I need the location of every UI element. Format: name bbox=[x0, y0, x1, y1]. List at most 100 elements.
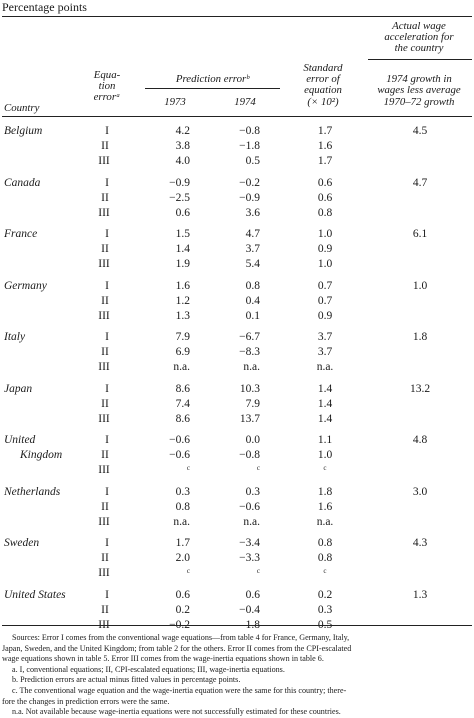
standard-error: 0.8 bbox=[317, 552, 333, 564]
prediction-1973: −0.6 bbox=[169, 449, 190, 461]
equation-error: III bbox=[98, 567, 110, 579]
prediction-1974: 3.7 bbox=[245, 243, 260, 255]
prediction-1974: −8.3 bbox=[239, 346, 260, 358]
standard-error: 1.4 bbox=[317, 383, 333, 395]
equation-error: II bbox=[101, 140, 109, 152]
col-se-header-2: error of bbox=[306, 73, 340, 85]
prediction-1973: −0.6 bbox=[169, 434, 190, 446]
standard-error: 0.9 bbox=[317, 243, 333, 255]
standard-error: 0.7 bbox=[317, 295, 333, 307]
note-sources-1: Sources: Error I comes from the conventi… bbox=[12, 633, 350, 642]
prediction-1973: n.a. bbox=[173, 361, 190, 373]
wage-growth: 4.8 bbox=[412, 434, 428, 446]
prediction-1974: 0.0 bbox=[245, 434, 260, 446]
equation-error: III bbox=[98, 155, 110, 167]
prediction-1973: 0.6 bbox=[175, 589, 190, 601]
prediction-1974: −6.7 bbox=[239, 331, 260, 343]
col-se-header-4: (× 10²) bbox=[307, 96, 339, 108]
note-c-2: fore the changes in prediction errors we… bbox=[2, 696, 170, 706]
note-sources-2: Japan, Sweden, and the United Kingdom; f… bbox=[2, 643, 352, 653]
equation-error: I bbox=[105, 280, 109, 292]
country-name: France bbox=[4, 228, 38, 240]
col-1974-header: 1974 bbox=[234, 96, 256, 108]
prediction-1974: 0.1 bbox=[245, 310, 260, 322]
equation-error: II bbox=[101, 295, 109, 307]
prediction-1974: 0.5 bbox=[245, 155, 260, 167]
prediction-1974: −1.8 bbox=[239, 140, 260, 152]
prediction-1974: 0.3 bbox=[245, 486, 260, 498]
standard-error: 1.6 bbox=[317, 501, 333, 513]
note-c-1: c. The conventional wage equation and th… bbox=[12, 685, 347, 695]
note-sources-3: wage equations shown in table 5. Error I… bbox=[2, 654, 324, 664]
standard-error: 1.7 bbox=[317, 125, 333, 137]
note-b: b. Prediction errors are actual minus fi… bbox=[12, 675, 241, 685]
standard-error: 1.1 bbox=[317, 434, 333, 446]
prediction-1973: 8.6 bbox=[175, 383, 190, 395]
col-wage-header-2: acceleration for bbox=[384, 31, 454, 43]
prediction-1974: −0.2 bbox=[239, 177, 260, 189]
prediction-1973: n.a. bbox=[173, 516, 190, 528]
standard-error: 0.3 bbox=[317, 604, 333, 616]
standard-error: 0.2 bbox=[317, 589, 333, 601]
prediction-1973: 1.4 bbox=[175, 243, 190, 255]
prediction-1974: −0.6 bbox=[239, 501, 260, 513]
standard-error: 0.7 bbox=[317, 280, 333, 292]
col-growth-header-3: 1970–72 growth bbox=[383, 96, 455, 108]
equation-error: II bbox=[101, 398, 109, 410]
prediction-1974: 10.3 bbox=[239, 383, 260, 395]
prediction-1973: −2.5 bbox=[169, 192, 190, 204]
prediction-1974: −3.3 bbox=[239, 552, 260, 564]
prediction-1974: ᶜ bbox=[257, 567, 260, 579]
col-wage-header-1: Actual wage bbox=[392, 20, 446, 32]
prediction-1974: −0.4 bbox=[239, 604, 260, 616]
col-se-header-3: equation bbox=[304, 84, 342, 96]
col-growth-header-1: 1974 growth in bbox=[386, 73, 452, 85]
standard-error: 0.8 bbox=[317, 537, 333, 549]
col-prediction-error-header: Prediction errorᵇ bbox=[175, 73, 250, 85]
prediction-1974: n.a. bbox=[243, 516, 260, 528]
country-name: United States bbox=[4, 589, 66, 601]
standard-error: 1.8 bbox=[317, 486, 333, 498]
prediction-1973: 0.8 bbox=[175, 501, 190, 513]
country-name: Germany bbox=[4, 280, 47, 292]
equation-error: I bbox=[105, 331, 109, 343]
col-country-header: Country bbox=[4, 102, 40, 114]
col-eq-header-1: Equa- bbox=[93, 69, 121, 81]
country-name: Japan bbox=[4, 383, 33, 395]
standard-error: 0.6 bbox=[317, 177, 333, 189]
equation-error: II bbox=[101, 192, 109, 204]
standard-error: ᶜ bbox=[323, 464, 327, 476]
prediction-1974: 3.6 bbox=[245, 207, 260, 219]
country-name: Belgium bbox=[4, 125, 43, 137]
wage-growth: 1.8 bbox=[412, 331, 428, 343]
equation-error: III bbox=[98, 413, 110, 425]
standard-error: 1.4 bbox=[317, 413, 333, 425]
prediction-1974: 7.9 bbox=[245, 398, 260, 410]
prediction-1974: −0.9 bbox=[239, 192, 260, 204]
col-wage-header-3: the country bbox=[394, 42, 444, 54]
col-growth-header-2: wages less average bbox=[377, 84, 461, 96]
wage-growth: 1.3 bbox=[412, 589, 428, 601]
equation-error: I bbox=[105, 383, 109, 395]
prediction-1973: −0.9 bbox=[169, 177, 190, 189]
equation-error: II bbox=[101, 243, 109, 255]
table-notes: Sources: Error I comes from the conventi… bbox=[2, 633, 472, 718]
wage-growth: 3.0 bbox=[412, 486, 428, 498]
prediction-1973: 1.3 bbox=[175, 310, 190, 322]
table-bottom-rule bbox=[2, 625, 472, 626]
equation-error: III bbox=[98, 464, 110, 476]
standard-error: 1.0 bbox=[317, 228, 333, 240]
prediction-1974: −3.4 bbox=[239, 537, 260, 549]
prediction-1973: 1.7 bbox=[175, 537, 190, 549]
standard-error: n.a. bbox=[316, 361, 334, 373]
prediction-1974: 4.7 bbox=[245, 228, 260, 240]
equation-error: II bbox=[101, 604, 109, 616]
prediction-1973: 7.4 bbox=[175, 398, 190, 410]
country-name: Netherlands bbox=[4, 486, 61, 498]
prediction-1973: 6.9 bbox=[175, 346, 190, 358]
wage-growth: 4.5 bbox=[412, 125, 428, 137]
equation-error: II bbox=[101, 346, 109, 358]
standard-error: 1.6 bbox=[317, 140, 333, 152]
col-eq-header-2: tion bbox=[98, 80, 116, 92]
prediction-1974: −0.8 bbox=[239, 449, 260, 461]
